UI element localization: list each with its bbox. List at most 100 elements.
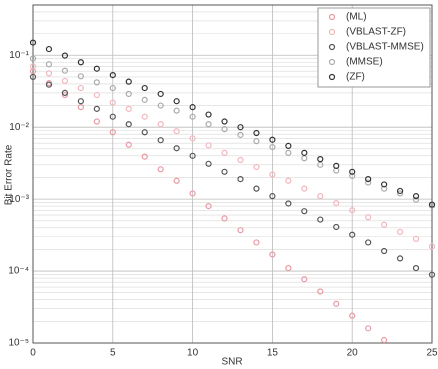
- marker: [381, 336, 388, 344]
- marker: [125, 105, 132, 112]
- y-tick-label: 10⁻⁴: [8, 266, 29, 277]
- marker: [301, 208, 308, 215]
- marker: [77, 59, 84, 66]
- marker: [189, 190, 196, 197]
- marker: [141, 96, 148, 103]
- marker: [109, 99, 116, 106]
- y-tick-label: 10⁻⁵: [8, 338, 29, 349]
- legend-box: [317, 7, 431, 88]
- marker: [428, 201, 436, 208]
- marker: [428, 271, 436, 278]
- legend-marker: [328, 43, 336, 51]
- marker: [221, 126, 228, 133]
- marker: [157, 102, 164, 109]
- marker: [269, 143, 276, 151]
- marker: [221, 118, 228, 125]
- marker: [381, 247, 388, 255]
- x-tick-label: 15: [267, 348, 279, 359]
- y-tick-label: 10⁻¹: [9, 50, 29, 61]
- marker: [412, 193, 420, 200]
- marker: [141, 113, 148, 120]
- marker: [333, 223, 340, 231]
- marker: [77, 84, 84, 92]
- marker: [189, 135, 196, 142]
- marker: [396, 228, 404, 236]
- x-tick-label: 20: [347, 348, 359, 359]
- legend-label: (VBLAST-ZF): [346, 27, 406, 38]
- marker: [396, 255, 404, 262]
- marker: [29, 63, 37, 70]
- legend-label: (MMSE): [346, 57, 383, 68]
- legend-marker: [328, 73, 336, 81]
- marker: [173, 107, 180, 114]
- x-tick-label: 5: [110, 348, 116, 359]
- marker: [93, 79, 100, 86]
- legend-label: (ML): [346, 12, 367, 23]
- marker: [317, 193, 324, 200]
- marker: [412, 235, 420, 243]
- marker: [269, 136, 276, 143]
- marker: [365, 239, 372, 246]
- marker: [253, 138, 260, 145]
- marker: [285, 177, 292, 184]
- marker: [412, 264, 420, 272]
- marker: [253, 239, 260, 246]
- marker: [93, 65, 100, 72]
- marker: [141, 153, 148, 160]
- marker: [349, 312, 356, 319]
- legend-marker: [328, 58, 336, 66]
- marker: [141, 84, 148, 92]
- marker: [109, 129, 116, 136]
- marker: [285, 149, 292, 156]
- marker: [237, 227, 244, 234]
- marker: [333, 162, 340, 169]
- marker: [301, 155, 308, 162]
- marker: [45, 45, 53, 53]
- marker: [93, 91, 100, 99]
- marker: [141, 129, 148, 136]
- marker: [237, 131, 244, 139]
- marker: [237, 175, 244, 183]
- marker: [317, 288, 324, 295]
- marker: [205, 111, 212, 118]
- marker: [157, 90, 164, 98]
- y-tick-label: 10⁻³: [9, 194, 29, 205]
- marker: [61, 91, 69, 99]
- marker: [237, 124, 244, 131]
- marker: [77, 98, 84, 105]
- marker: [381, 181, 388, 188]
- marker: [29, 73, 37, 81]
- marker: [93, 105, 100, 112]
- marker: [61, 89, 69, 96]
- x-tick-label: 10: [187, 348, 199, 359]
- marker: [365, 175, 372, 183]
- marker: [189, 104, 196, 111]
- marker: [253, 129, 260, 137]
- marker: [396, 190, 404, 197]
- marker: [285, 200, 292, 207]
- marker: [253, 185, 260, 192]
- marker: [349, 168, 356, 175]
- marker: [221, 168, 228, 175]
- marker: [221, 149, 228, 156]
- marker: [157, 166, 164, 173]
- marker: [173, 145, 180, 152]
- marker: [381, 185, 388, 192]
- x-axis-label: SNR: [221, 357, 242, 368]
- marker: [365, 325, 372, 332]
- legend-marker: [328, 13, 336, 21]
- marker: [333, 200, 340, 207]
- marker: [349, 231, 356, 238]
- legend-label: (ZF): [346, 72, 365, 83]
- marker: [317, 161, 324, 168]
- marker: [125, 78, 132, 85]
- marker: [77, 73, 84, 80]
- marker: [109, 113, 116, 120]
- marker: [77, 104, 84, 111]
- marker: [253, 163, 260, 171]
- y-axis-label: Bit Error Rate: [4, 144, 15, 205]
- marker: [173, 128, 180, 135]
- marker: [45, 61, 53, 68]
- marker: [173, 177, 180, 184]
